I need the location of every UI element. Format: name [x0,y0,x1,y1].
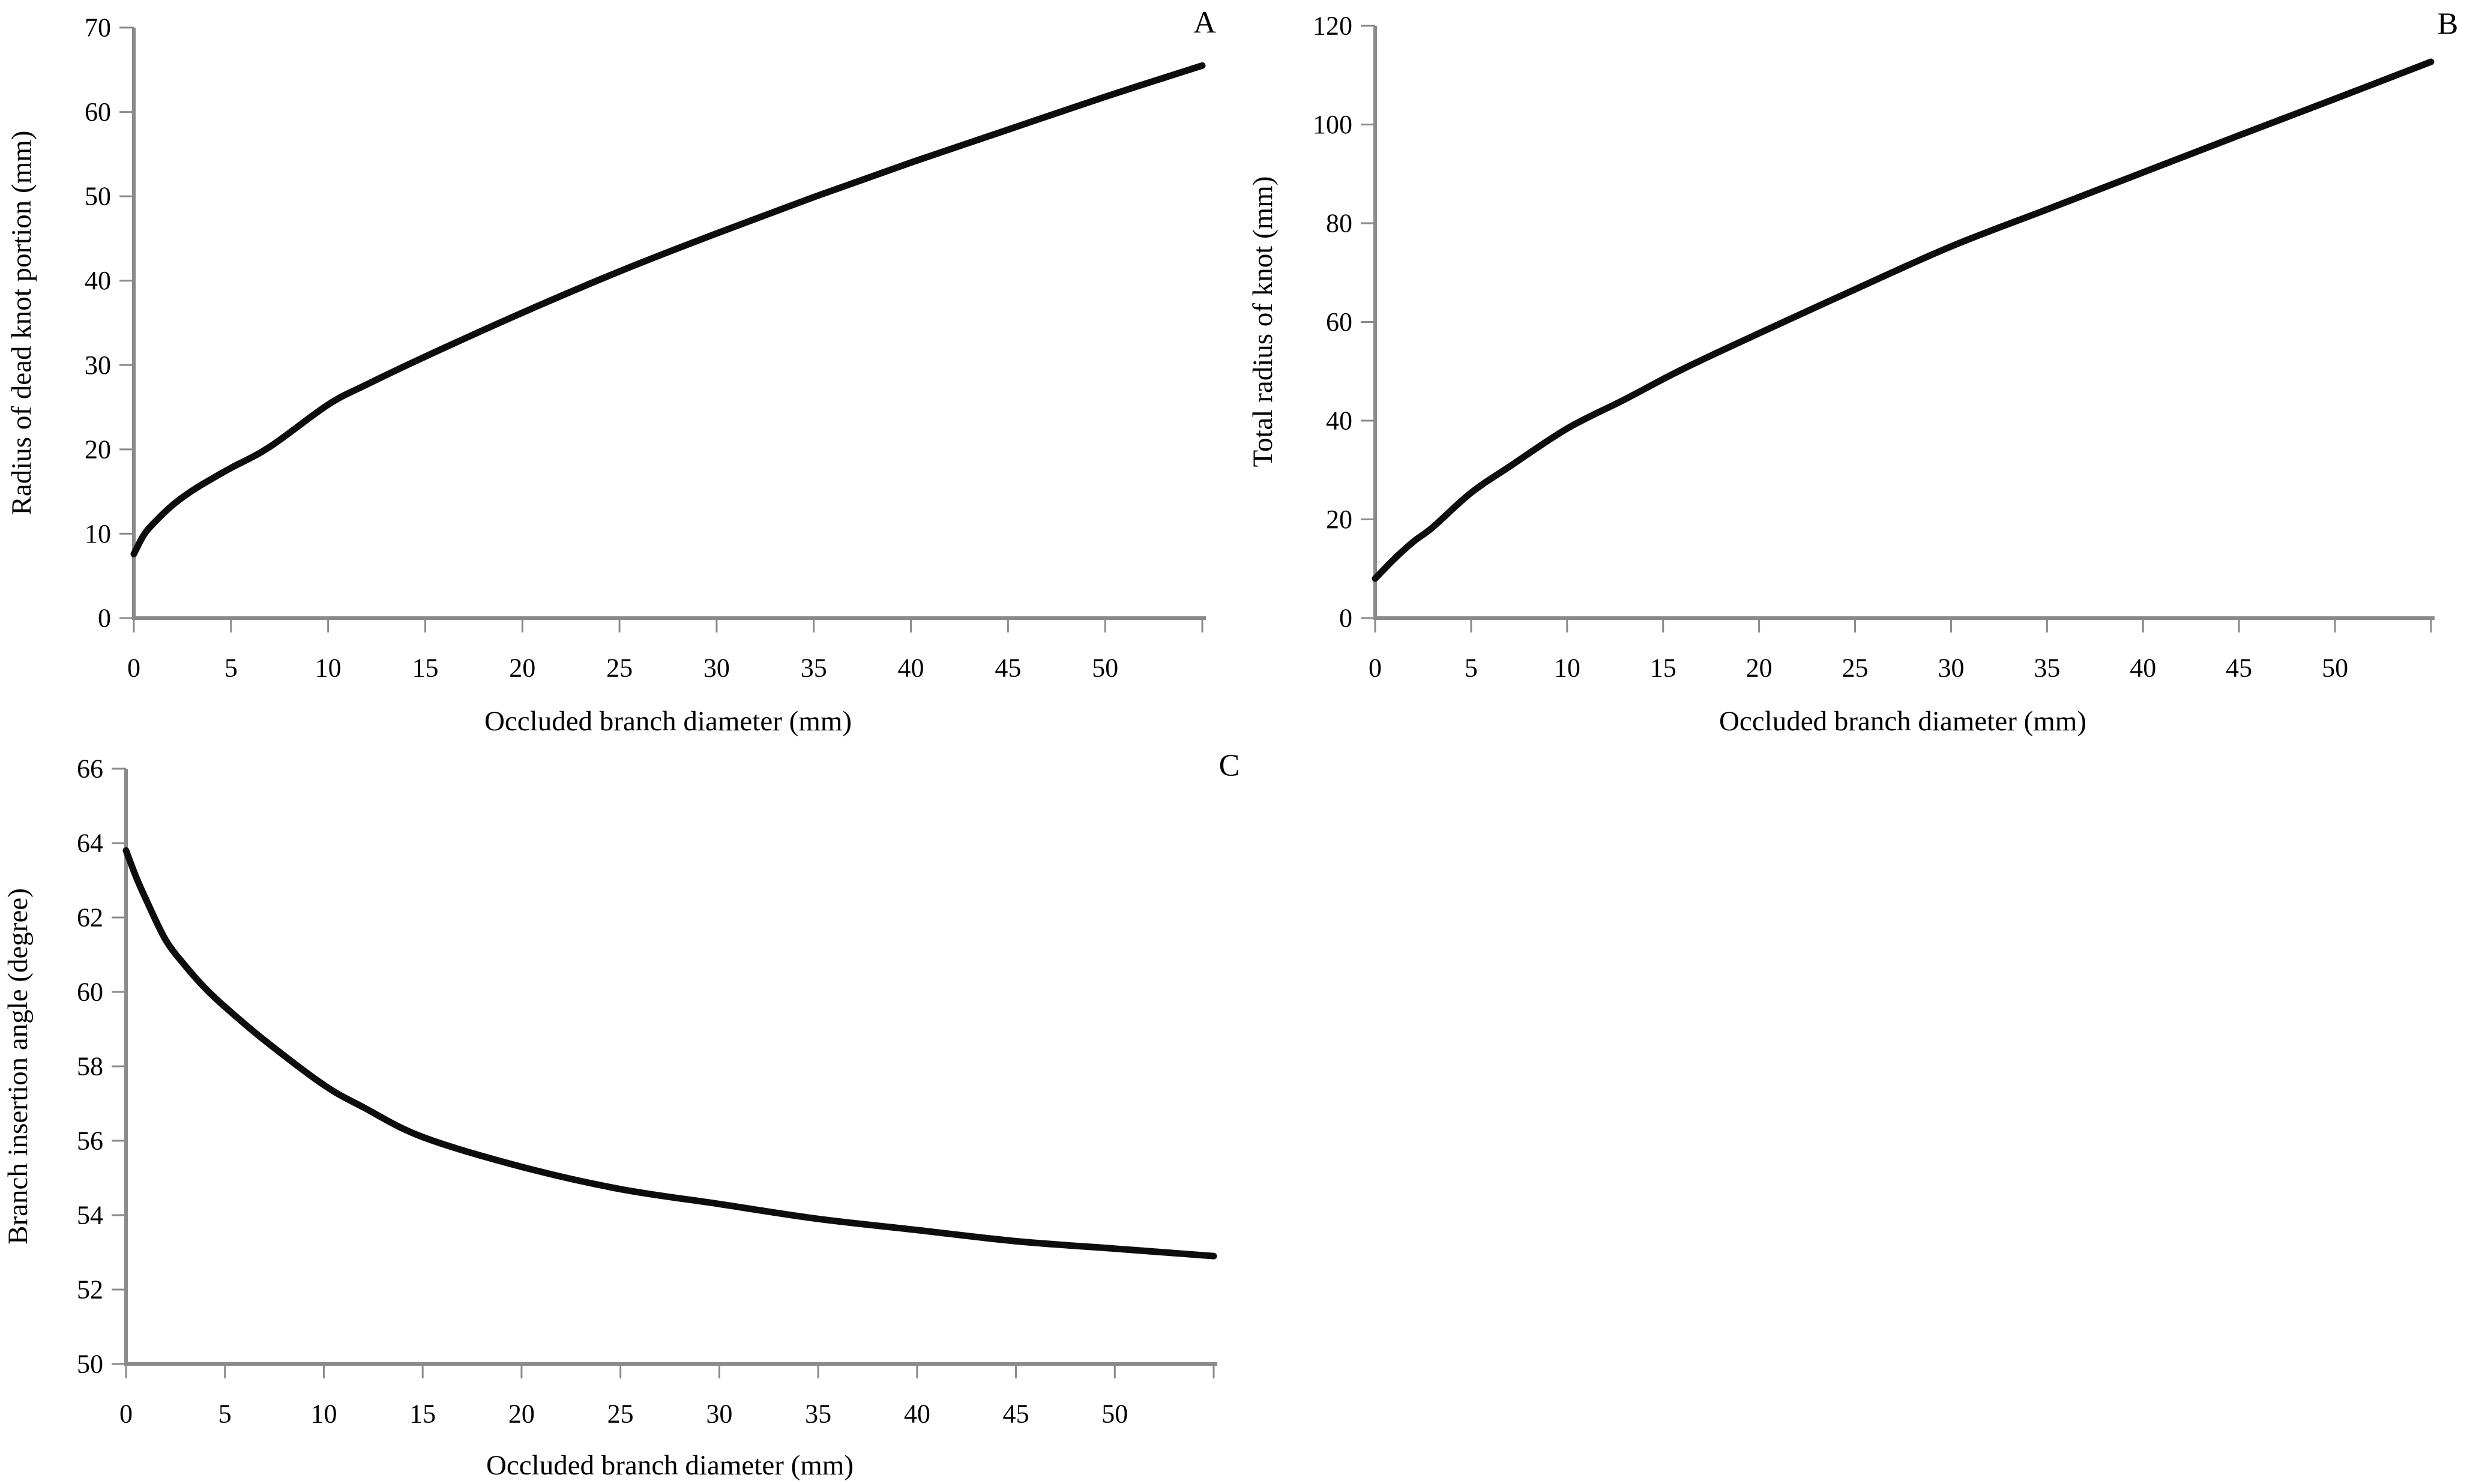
x-tick-label: 20 [508,1399,535,1428]
x-tick-label: 40 [904,1399,930,1428]
x-tick-label: 10 [315,653,342,682]
chart-b-x-axis-title: Occluded branch diameter (mm) [1718,706,2087,737]
y-tick-label: 20 [85,434,111,464]
x-tick-label: 10 [1554,653,1580,682]
y-tick-label: 20 [1326,505,1352,534]
x-tick-label: 45 [1003,1399,1029,1428]
y-tick-label: 80 [1326,209,1352,238]
y-tick-label: 58 [77,1052,103,1081]
chart-c-panel-label: C [1218,748,1240,783]
y-tick-label: 120 [1313,11,1352,41]
y-tick-label: 10 [85,519,111,548]
y-tick-label: 70 [85,13,111,43]
x-tick-label: 30 [706,1399,732,1428]
y-tick-label: 60 [85,97,111,127]
x-tick-label: 0 [119,1399,133,1428]
chart-a-y-axis-title: Radius of dead knot portion (mm) [6,130,37,515]
chart-b-y-axis-title: Total radius of knot (mm) [1247,176,1279,467]
chart-c-y-axis-title: Branch insertion angle (degree) [2,888,34,1245]
x-tick-label: 35 [2034,653,2060,682]
y-tick-label: 60 [1326,307,1352,337]
x-tick-label: 35 [801,653,827,682]
x-tick-label: 0 [127,653,140,682]
x-tick-label: 5 [224,653,238,682]
x-tick-label: 40 [2130,653,2156,682]
x-tick-label: 20 [1746,653,1773,682]
x-tick-label: 35 [805,1399,831,1428]
chart-a-plot: 0 5 10 15 20 25 30 35 40 45 50 0 10 20 30 40 50 60 70 [85,13,1206,682]
y-tick-label: 0 [1339,604,1352,633]
x-tick-label: 45 [2226,653,2252,682]
x-tick-label: 30 [703,653,730,682]
chart-a-x-axis-title: Occluded branch diameter (mm) [484,706,852,737]
x-tick-label: 5 [218,1399,232,1428]
x-tick-label: 15 [412,653,438,682]
y-tick-label: 50 [77,1350,103,1379]
y-tick-label: 60 [77,978,103,1007]
chart-b-plot: 0 5 10 15 20 25 30 35 40 45 50 0 20 40 60 80 100 120 [1313,11,2435,682]
chart-b-panel-label: B [2437,7,2459,41]
chart-a-curve [130,62,1206,557]
x-tick-label: 40 [898,653,924,682]
x-tick-label: 50 [2322,653,2348,682]
x-tick-label: 20 [509,653,535,682]
y-tick-label: 56 [77,1126,103,1156]
chart-c-curve [122,847,1217,1260]
y-tick-label: 50 [85,182,111,211]
x-tick-label: 5 [1465,653,1478,682]
y-tick-label: 62 [77,903,103,933]
x-tick-label: 25 [606,653,633,682]
x-tick-label: 45 [995,653,1021,682]
y-tick-label: 54 [77,1201,103,1230]
chart-b-curve [1372,58,2435,582]
x-tick-label: 15 [1650,653,1676,682]
x-tick-label: 30 [1938,653,1964,682]
y-tick-label: 66 [77,754,103,784]
chart-c-x-axis-title: Occluded branch diameter (mm) [486,1450,854,1481]
y-tick-label: 100 [1313,110,1352,139]
x-tick-label: 0 [1369,653,1382,682]
x-tick-label: 25 [607,1399,634,1428]
x-tick-label: 50 [1101,1399,1128,1428]
x-tick-label: 25 [1842,653,1869,682]
chart-c-plot: 0 5 10 15 20 25 30 35 40 45 50 50 52 54 56 58 60 62 64 66 [77,754,1217,1428]
x-tick-label: 10 [310,1399,337,1428]
y-tick-label: 40 [1326,406,1352,436]
x-tick-label: 15 [409,1399,436,1428]
x-tick-label: 50 [1092,653,1118,682]
y-tick-label: 64 [77,829,103,858]
y-tick-label: 0 [98,604,111,633]
y-tick-label: 30 [85,350,111,380]
y-tick-label: 40 [85,266,111,295]
chart-a-panel-label: A [1193,5,1216,40]
y-tick-label: 52 [77,1275,103,1305]
